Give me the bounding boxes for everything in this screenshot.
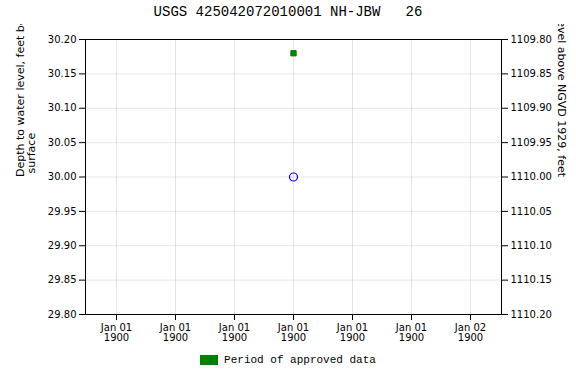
svg-text:1110.00: 1110.00 (511, 171, 552, 182)
svg-text:29.80: 29.80 (48, 309, 77, 320)
svg-text:30.00: 30.00 (48, 171, 77, 182)
svg-text:Jan 011900: Jan 011900 (159, 322, 191, 343)
svg-text:1110.15: 1110.15 (511, 274, 552, 285)
svg-text:Jan 011900: Jan 011900 (395, 322, 427, 343)
svg-text:1110.20: 1110.20 (511, 309, 552, 320)
svg-text:Jan 011900: Jan 011900 (336, 322, 368, 343)
svg-text:1109.95: 1109.95 (511, 137, 552, 148)
svg-text:1110.10: 1110.10 (511, 240, 552, 251)
svg-text:Depth to water level, feet bel: Depth to water level, feet below land su… (14, 24, 38, 177)
svg-text:Jan 011900: Jan 011900 (277, 322, 309, 343)
svg-text:Jan 021900: Jan 021900 (454, 322, 486, 343)
svg-text:1109.90: 1109.90 (511, 102, 552, 113)
svg-text:30.20: 30.20 (48, 34, 77, 45)
svg-text:30.15: 30.15 (48, 68, 77, 79)
svg-text:Groundwater level above NGVD 1: Groundwater level above NGVD 1929, feet (555, 24, 568, 178)
svg-text:29.85: 29.85 (48, 274, 77, 285)
html-text:Period of approved data: Period of approved data (224, 354, 376, 366)
svg-text:29.90: 29.90 (48, 240, 77, 251)
svg-text:Jan 011900: Jan 011900 (100, 322, 132, 343)
svg-text:30.05: 30.05 (48, 137, 77, 148)
svg-text:Jan 011900: Jan 011900 (218, 322, 250, 343)
svg-text:30.10: 30.10 (48, 102, 77, 113)
svg-text:1110.05: 1110.05 (511, 206, 552, 217)
svg-text:29.95: 29.95 (48, 206, 77, 217)
svg-text:1109.80: 1109.80 (511, 34, 552, 45)
html-text:USGS 425042072010001 NH-JBW 26: USGS 425042072010001 NH-JBW 26 (153, 4, 423, 20)
svg-text:1109.85: 1109.85 (511, 68, 552, 79)
